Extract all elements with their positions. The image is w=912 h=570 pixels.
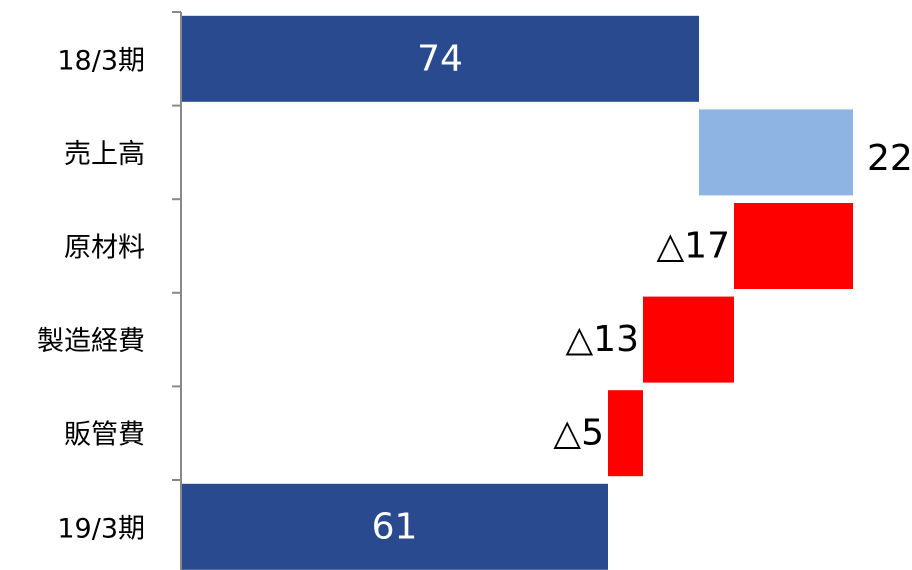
- data-label-1: 74: [417, 38, 463, 79]
- bar-6: [181, 483, 608, 570]
- bar-2: [699, 109, 853, 196]
- bar-4: [643, 296, 734, 383]
- bars: [181, 15, 853, 570]
- category-label-2: 売上高: [64, 139, 145, 170]
- data-label-4: △13: [566, 319, 640, 360]
- category-axis: [172, 11, 182, 570]
- category-label-3: 原材料: [64, 233, 145, 264]
- bar-1: [181, 15, 699, 102]
- category-label-1: 18/3期: [57, 45, 145, 76]
- bar-5: [608, 390, 643, 477]
- data-label-5: △5: [553, 413, 604, 454]
- data-labels: 74 22 △17 △13 △5 61: [372, 38, 912, 547]
- bar-3: [734, 203, 853, 289]
- data-label-3: △17: [657, 226, 731, 267]
- category-label-4: 製造経費: [37, 326, 145, 357]
- data-label-6: 61: [372, 506, 418, 547]
- data-label-2: 22: [867, 138, 912, 179]
- category-label-5: 販管費: [64, 420, 145, 451]
- category-label-6: 19/3期: [57, 513, 145, 544]
